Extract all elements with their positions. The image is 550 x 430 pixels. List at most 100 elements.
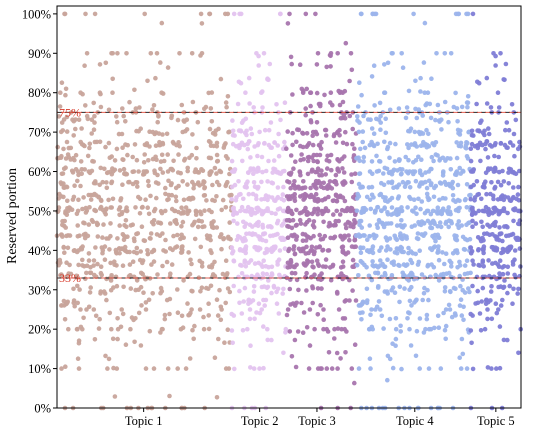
data-point (317, 232, 323, 238)
axes: 0%10%20%30%40%50%60%70%80%90%100%Topic 1… (22, 5, 522, 428)
data-point (361, 154, 367, 160)
data-point (486, 131, 492, 137)
data-point (272, 140, 277, 145)
data-point (288, 277, 293, 282)
data-point (430, 208, 436, 214)
data-point (103, 60, 109, 66)
data-point (397, 299, 402, 305)
data-point (288, 185, 294, 191)
data-point (259, 90, 264, 95)
data-point (363, 207, 369, 212)
data-point (310, 223, 316, 228)
data-point (405, 262, 410, 267)
data-point (435, 313, 441, 319)
data-point (199, 167, 204, 172)
data-point (112, 158, 118, 163)
data-point (454, 169, 460, 174)
data-point (475, 145, 481, 151)
data-point (219, 246, 224, 252)
data-point (489, 284, 494, 289)
data-point (158, 60, 163, 65)
data-point (412, 300, 417, 305)
data-point (175, 170, 181, 175)
data-point (349, 67, 355, 73)
data-point (160, 132, 165, 137)
data-point (377, 307, 383, 312)
data-point (136, 169, 141, 174)
data-point (358, 185, 363, 190)
data-point (343, 225, 349, 231)
data-point (400, 167, 405, 172)
data-point (406, 157, 411, 163)
data-point (340, 140, 346, 146)
data-point (511, 131, 517, 137)
data-point (406, 245, 411, 251)
data-point (469, 141, 475, 147)
data-point (352, 342, 358, 348)
data-point (385, 377, 390, 383)
data-point (505, 337, 510, 343)
data-point (115, 51, 120, 56)
data-point (76, 117, 82, 122)
data-point (496, 154, 502, 160)
data-point (334, 182, 339, 187)
data-point (284, 146, 289, 151)
data-point (180, 244, 185, 249)
data-point (138, 249, 143, 254)
data-point (394, 250, 400, 256)
data-point (261, 365, 266, 371)
data-point (469, 128, 475, 134)
data-point (127, 99, 132, 105)
data-point (387, 197, 393, 203)
data-point (180, 247, 185, 253)
data-point (385, 291, 391, 296)
data-point (315, 198, 321, 203)
data-point (127, 262, 133, 267)
data-point (343, 350, 348, 355)
data-point (146, 211, 152, 217)
data-point (88, 285, 93, 290)
data-point (310, 211, 315, 217)
data-point (202, 193, 208, 198)
data-point (197, 209, 203, 214)
data-point (468, 328, 474, 333)
data-point (87, 270, 93, 276)
data-point (269, 290, 274, 296)
data-point (433, 140, 439, 145)
data-point (260, 169, 265, 175)
data-point (452, 311, 458, 316)
data-point (65, 233, 71, 238)
data-point (268, 120, 274, 125)
data-point (86, 222, 92, 227)
data-point (328, 277, 334, 283)
data-point (243, 90, 248, 95)
data-point (372, 103, 377, 108)
data-point (262, 303, 268, 308)
data-point (152, 168, 157, 173)
data-point (266, 127, 272, 133)
data-point (449, 181, 455, 187)
data-point (198, 244, 204, 250)
data-point (357, 171, 362, 177)
data-point (503, 61, 509, 67)
data-point (179, 205, 184, 210)
data-point (516, 198, 522, 203)
data-point (422, 231, 428, 236)
data-point (508, 245, 513, 251)
data-point (239, 120, 245, 125)
data-point (287, 11, 292, 17)
data-point (169, 115, 174, 121)
data-point (304, 219, 310, 225)
data-point (222, 340, 227, 346)
data-point (206, 326, 212, 332)
data-point (288, 153, 294, 158)
data-point (103, 144, 108, 150)
data-point (281, 221, 286, 227)
data-point (128, 286, 134, 291)
data-point (248, 126, 254, 131)
data-point (175, 117, 181, 123)
data-point (511, 194, 516, 200)
data-point (142, 238, 148, 244)
y-tick-label: 80% (28, 86, 51, 100)
data-point (397, 157, 402, 163)
